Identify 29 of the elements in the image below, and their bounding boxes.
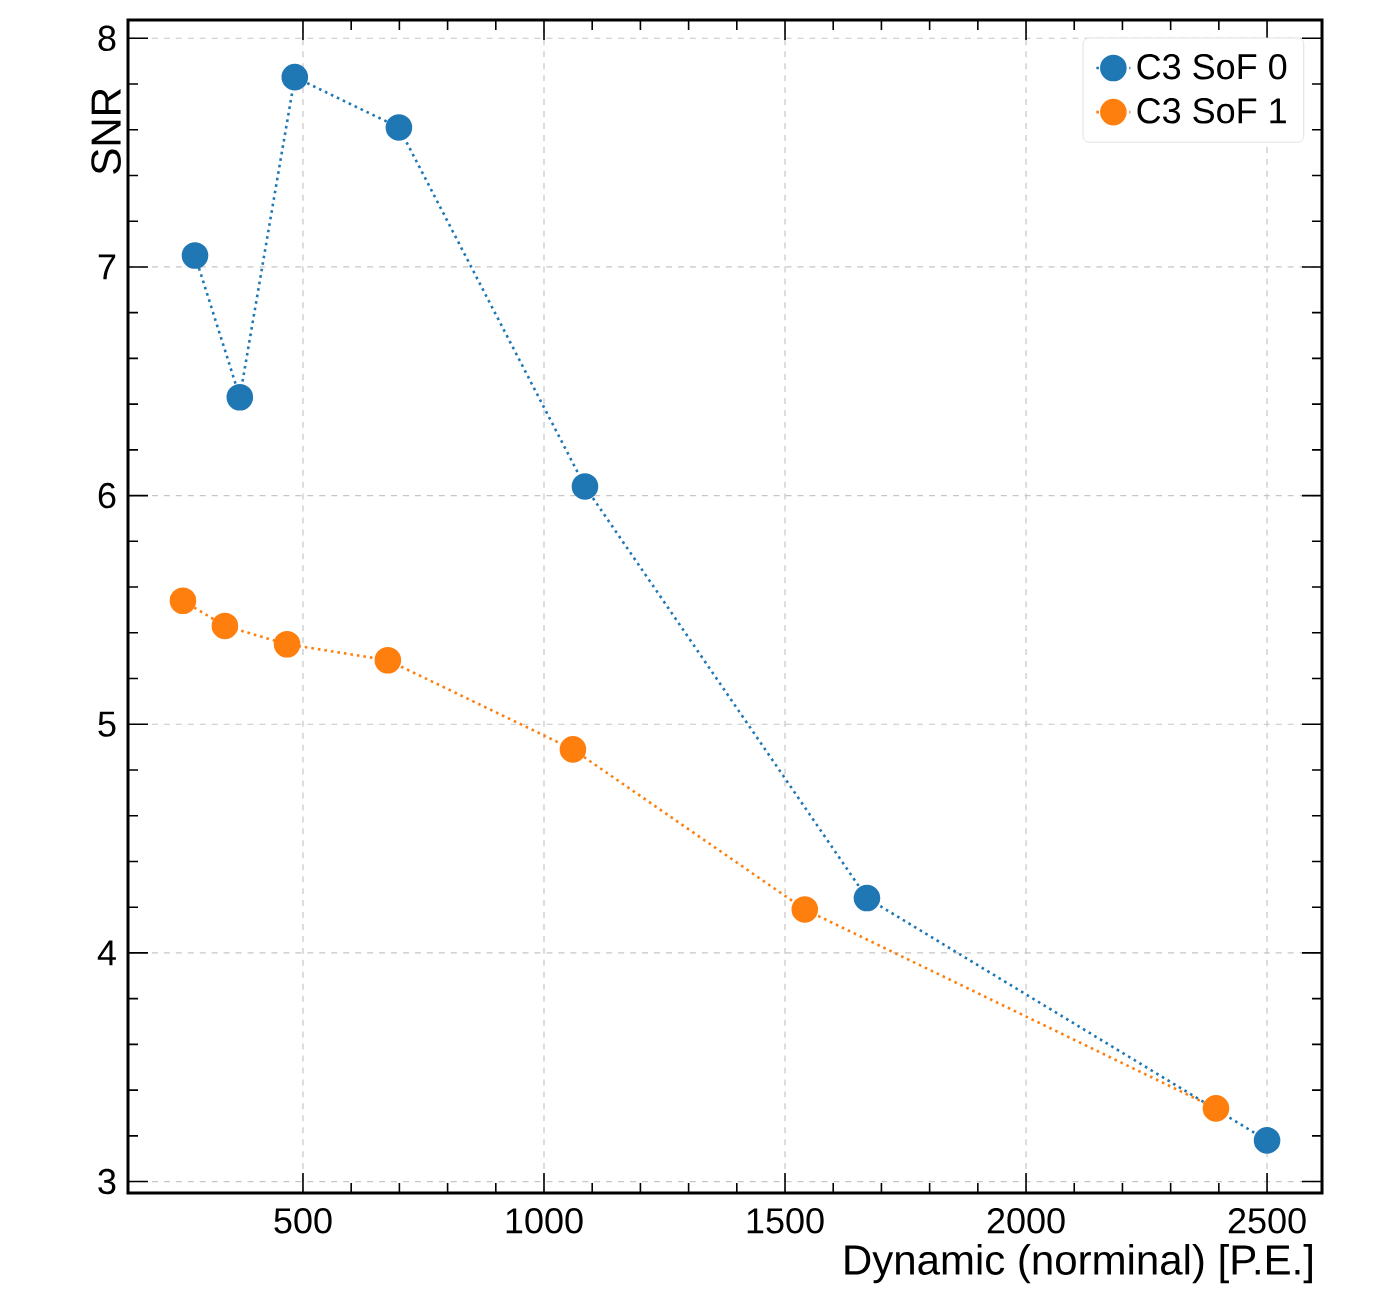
y-axis-title: SNR [91,88,121,174]
point [385,114,413,141]
x-tick-label: 2500 [1228,1208,1306,1234]
y-tick-label: 5 [98,711,116,737]
point [273,630,301,658]
y-tick-label: 4 [97,940,116,966]
x-tick-label: 2000 [987,1208,1065,1234]
point [853,884,881,912]
point [571,473,599,500]
legend-label: C3 SoF 0 [1137,53,1287,80]
point [1253,1127,1281,1154]
point [169,587,197,615]
point [226,383,254,411]
point [791,896,819,923]
point [374,646,402,674]
y-tick-label: 7 [98,254,116,280]
y-tick-label: 8 [98,25,116,52]
point [1202,1095,1230,1122]
y-tick-label: 3 [98,1168,116,1195]
x-tick-label: 1000 [506,1208,583,1234]
point [181,242,209,269]
x-axis-title: Dynamic (norminal) [P.E.] [845,1244,1312,1284]
point [559,736,587,763]
point [281,63,309,91]
legend-label: C3 SoF 1 [1137,98,1286,124]
x-tick-label: 1500 [747,1208,824,1234]
y-tick-label: 6 [98,482,116,509]
x-tick-label: 500 [274,1208,332,1234]
point [211,612,239,640]
